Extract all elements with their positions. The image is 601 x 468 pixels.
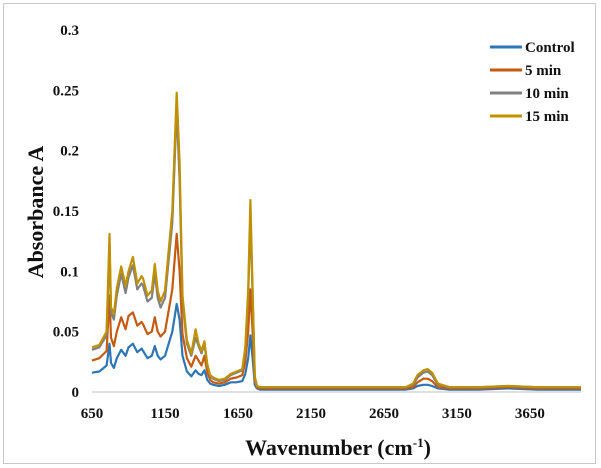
y-tick-label: 0 [72, 385, 80, 401]
y-axis-title: Absorbance A [23, 146, 48, 279]
x-axis-ticks: 650 1150 1650 2150 2650 3150 3650 [81, 406, 545, 422]
legend: Control 5 min 10 min 15 min [490, 40, 575, 125]
y-axis-ticks: 0 0.05 0.1 0.15 0.2 0.25 0.3 [53, 23, 79, 401]
y-tick-label: 0.2 [60, 144, 79, 160]
y-tick-label: 0.05 [53, 325, 79, 341]
x-tick-label: 3150 [442, 406, 472, 422]
x-tick-label: 1150 [150, 406, 179, 422]
legend-label: Control [525, 40, 575, 56]
legend-label: 10 min [525, 86, 569, 102]
x-axis-title: Wavenumber (cm-1) [245, 435, 431, 460]
x-tick-label: 2650 [369, 406, 399, 422]
series-lines [91, 91, 581, 391]
y-tick-label: 0.3 [60, 23, 79, 39]
y-tick-label: 0.25 [53, 83, 79, 99]
y-tick-label: 0.15 [53, 204, 79, 220]
x-tick-label: 3650 [515, 406, 545, 422]
legend-label: 15 min [525, 109, 569, 125]
series-line-15-min [91, 91, 581, 389]
y-tick-label: 0.1 [60, 264, 79, 280]
legend-label: 5 min [525, 63, 562, 79]
x-tick-label: 1650 [223, 406, 253, 422]
series-line-5-min [91, 232, 581, 390]
x-tick-label: 650 [81, 406, 104, 422]
series-line-control [91, 302, 581, 391]
x-tick-label: 2150 [296, 406, 326, 422]
series-line-10-min [91, 107, 581, 389]
